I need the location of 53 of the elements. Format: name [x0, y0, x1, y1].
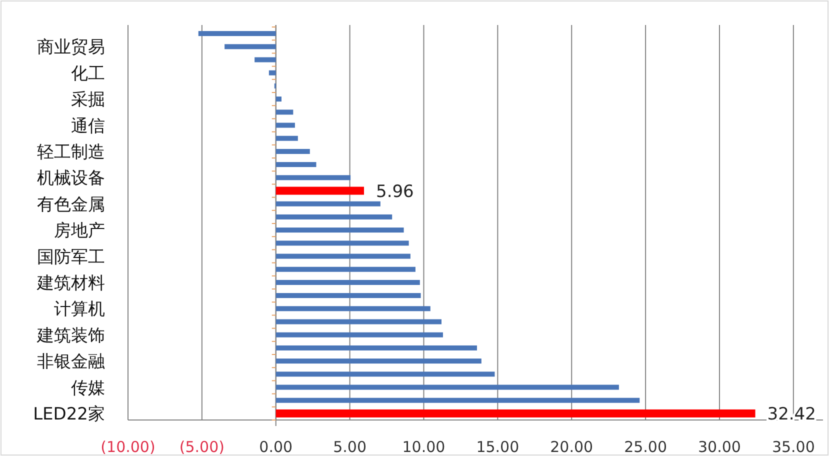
bar	[276, 110, 294, 115]
bar	[276, 266, 416, 272]
y-tick-label: 采掘	[71, 90, 105, 110]
bar	[276, 96, 282, 102]
y-tick-label: 计算机	[54, 300, 105, 320]
bar	[276, 240, 409, 246]
y-tick-label: 轻工制造	[37, 142, 105, 162]
y-tick-label: LED22家	[33, 404, 105, 424]
y-tick-label: 国防军工	[37, 247, 105, 268]
bar	[254, 57, 276, 62]
y-tick-label: 建筑装饰	[36, 326, 105, 346]
y-tick-label: 商业贸易	[37, 38, 105, 58]
bar	[276, 384, 619, 390]
y-tick-label: 房地产	[54, 221, 105, 242]
bar	[276, 201, 380, 206]
bar	[276, 345, 477, 350]
bar	[276, 319, 442, 324]
bar	[276, 372, 495, 377]
x-tick-label: 5.00	[333, 438, 367, 456]
y-tick-label: 化工	[71, 64, 105, 84]
y-tick-label: 通信	[71, 116, 105, 136]
bar	[276, 228, 404, 233]
bar	[276, 162, 316, 168]
x-tick-label: 10.00	[402, 438, 446, 456]
bar	[198, 31, 276, 36]
data-label: 5.96	[376, 182, 414, 202]
bar	[276, 332, 443, 338]
x-tick-label: 0.00	[259, 438, 293, 456]
bar	[276, 306, 430, 312]
bar	[276, 293, 421, 298]
bar	[276, 214, 392, 220]
y-tick-label: 有色金属	[37, 194, 105, 215]
bar	[276, 358, 482, 364]
bar	[276, 175, 351, 180]
bar	[276, 136, 298, 141]
bar	[276, 398, 640, 403]
bar	[276, 280, 420, 285]
x-tick-label: 30.00	[698, 438, 741, 456]
bar	[224, 44, 276, 50]
x-tick-label: 15.00	[476, 438, 520, 456]
y-tick-label: 建筑材料	[36, 273, 105, 294]
y-tick-label: 传媒	[71, 378, 105, 398]
bar	[276, 254, 410, 259]
bar	[276, 122, 295, 128]
bar	[268, 70, 276, 76]
bar	[276, 148, 310, 154]
x-tick-label: 25.00	[624, 438, 668, 456]
x-tick-label: (5.00)	[179, 438, 224, 456]
x-tick-label: (10.00)	[100, 438, 156, 456]
x-tick-label: 35.00	[772, 438, 815, 456]
x-tick-label: 20.00	[550, 438, 594, 456]
y-tick-label: 非银金融	[37, 352, 105, 372]
y-tick-label: 机械设备	[37, 168, 105, 189]
